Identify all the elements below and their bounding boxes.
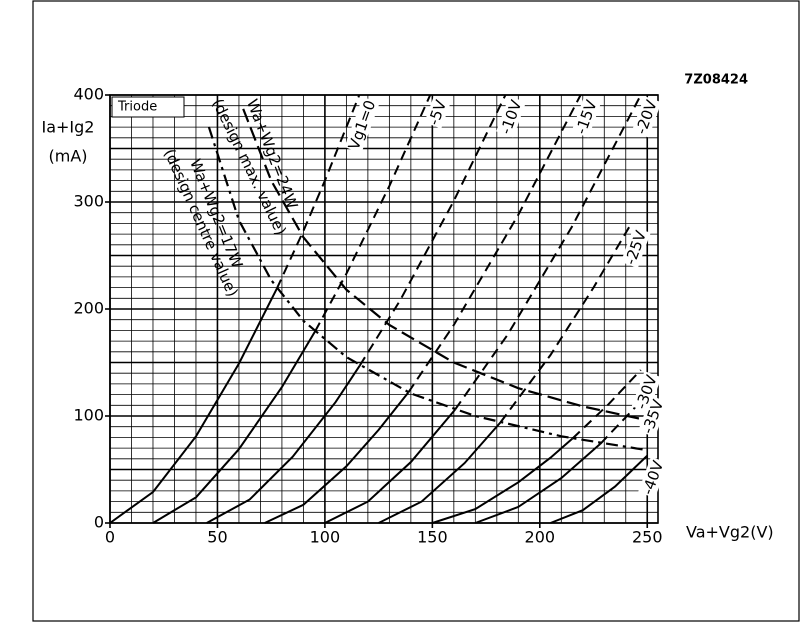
curve-label-bg xyxy=(638,456,668,499)
panel-label-box xyxy=(111,96,185,118)
y-tick-label: 200 xyxy=(73,299,104,318)
curve xyxy=(109,288,278,524)
curve-dashed xyxy=(499,224,631,423)
y-tick-label: 300 xyxy=(73,192,104,211)
curve-label-bg xyxy=(344,96,380,154)
curve-label: -40V xyxy=(638,458,667,498)
curve-dashed xyxy=(314,94,432,332)
curve-label: -10V xyxy=(497,97,526,137)
plot-area xyxy=(105,94,659,528)
curve xyxy=(474,443,602,524)
curve xyxy=(324,408,456,524)
curve-label-bg xyxy=(424,96,451,129)
y-tick-label: 400 xyxy=(73,85,104,104)
curve xyxy=(206,365,361,524)
curve-label-bg xyxy=(496,96,527,138)
x-axis-title: Va+Vg2(V) xyxy=(686,523,774,542)
y-tick-label: 100 xyxy=(73,406,104,425)
curve xyxy=(152,330,316,524)
y-axis-title: Ia+Ig2 xyxy=(42,118,95,137)
curve-label-bg xyxy=(620,226,651,269)
frame xyxy=(32,0,800,622)
curve-dashed xyxy=(358,94,507,367)
curve-label-bg xyxy=(631,371,662,413)
x-tick-label: 200 xyxy=(525,528,556,547)
panel-label: Triode xyxy=(117,100,157,115)
y-tick-label: 0 xyxy=(94,513,104,532)
curve xyxy=(432,437,574,524)
x-tick-label: 100 xyxy=(310,528,341,547)
x-tick-label: 150 xyxy=(417,528,448,547)
power-line-labels: Wa+Wg2=24W (design max. value) Wa+Wg2=17… xyxy=(160,96,301,300)
x-tick-label: 250 xyxy=(632,528,663,547)
curve-dashed xyxy=(407,94,582,394)
curve xyxy=(264,391,410,524)
power-line xyxy=(207,126,648,452)
x-tick-label: 50 xyxy=(207,528,227,547)
power-line xyxy=(242,108,648,422)
curve-dashed xyxy=(275,94,361,290)
curve xyxy=(378,421,502,524)
curve-dashed xyxy=(571,369,642,440)
curve-label-bg xyxy=(638,395,668,438)
curve xyxy=(550,454,648,524)
x-tick-label: 0 xyxy=(105,528,115,547)
curve-label-bg xyxy=(631,96,662,138)
drawing-code: 7Z08424 xyxy=(684,73,748,88)
curve-label: -15V xyxy=(572,97,601,137)
curve-label-bg xyxy=(571,96,602,138)
y-axis-title: (mA) xyxy=(48,147,87,166)
curve-dashed xyxy=(454,94,642,411)
